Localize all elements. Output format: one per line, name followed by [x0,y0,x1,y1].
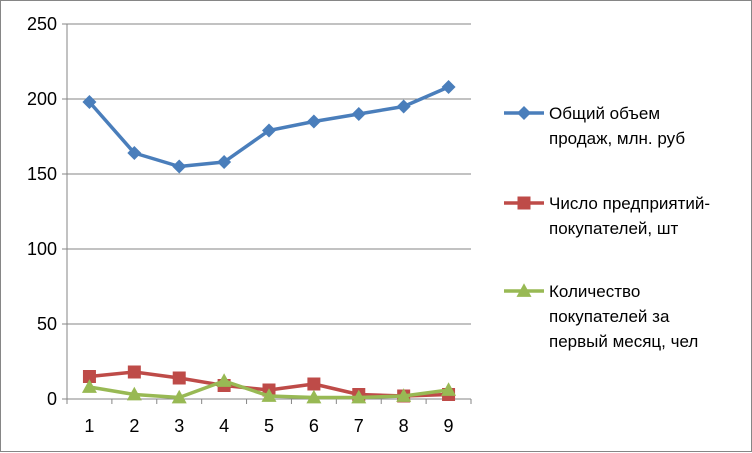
y-tick-label: 200 [27,89,57,109]
data-point [82,95,97,109]
x-tick-label: 9 [444,416,454,436]
y-tick-label: 150 [27,164,57,184]
legend-label: покупателей за [549,307,670,326]
data-point [127,146,142,160]
data-point [307,377,321,391]
legend-label: Количество [549,282,640,301]
legend-marker [517,196,531,210]
data-point [441,80,456,94]
data-point [396,99,411,114]
data-point [441,382,457,396]
legend-marker [517,106,531,120]
data-point [261,388,277,402]
x-tick-label: 3 [174,416,184,436]
legend-label: Общий объем [549,104,660,123]
data-point [82,370,96,383]
data-point [217,155,232,169]
tick-labels: 0 50 100 150 200 250 1 2 3 4 5 6 7 8 9 [27,14,454,436]
x-tick-label: 7 [354,416,364,436]
series-1 [82,80,456,174]
data-point [81,379,97,393]
data-point [262,123,276,138]
legend-label: продаж, млн. руб [549,129,685,148]
x-tick-label: 8 [399,416,409,436]
data-point [306,114,321,129]
legend-label: Число предприятий- [549,194,710,213]
data-point [396,388,412,402]
y-tick-label: 0 [47,389,57,409]
legend-label: первый месяц, чел [549,332,698,351]
data-point [172,159,187,174]
legend-marker [516,283,532,297]
legend: Общий объем продаж, млн. руб Число предпри… [504,104,710,351]
data-point [216,373,232,387]
data-point [171,389,187,404]
gridlines [67,23,471,325]
data-point [351,389,367,404]
series-3 [81,373,457,404]
axes [62,23,472,404]
data-point [126,386,142,401]
data-point [172,371,186,385]
x-tick-label: 1 [84,416,94,436]
x-tick-label: 4 [219,416,229,436]
data-point [351,107,366,121]
y-tick-label: 250 [27,14,57,34]
legend-entry-1: Общий объем продаж, млн. руб [504,104,685,148]
data-point [306,389,322,404]
x-tick-label: 5 [264,416,274,436]
x-tick-label: 6 [309,416,319,436]
legend-label: покупателей, шт [549,219,679,238]
series [81,80,457,404]
y-tick-label: 50 [37,314,57,334]
legend-entry-3: Количество покупателей за первый месяц, че… [504,282,698,351]
legend-entry-2: Число предприятий-покупателей, шт [504,194,710,238]
y-tick-label: 100 [27,239,57,259]
x-tick-label: 2 [129,416,139,436]
data-point [127,365,141,379]
